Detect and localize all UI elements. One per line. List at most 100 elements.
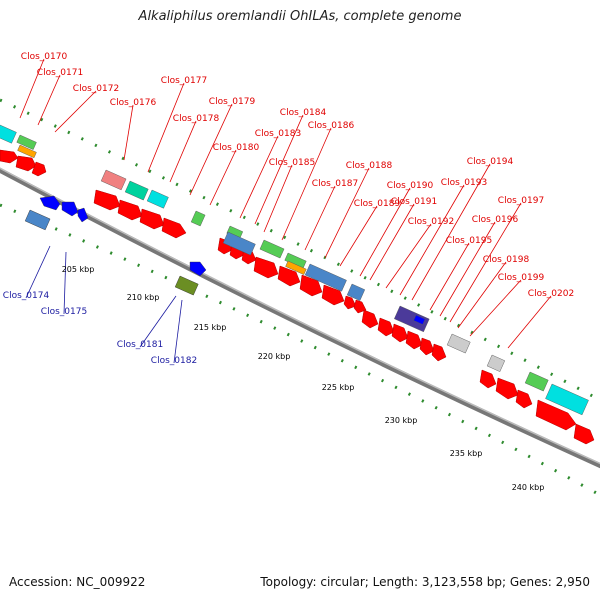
- gene-label: Clos_0175: [41, 307, 87, 317]
- gene-label: Clos_0189: [354, 199, 401, 209]
- cds-arrow: [419, 337, 435, 356]
- cds-arrow: [277, 265, 301, 287]
- gene-label: Clos_0174: [3, 291, 50, 301]
- label-leader-line: [209, 149, 237, 206]
- gene-label: Clos_0179: [209, 97, 256, 107]
- gene-label: Clos_0182: [151, 356, 197, 366]
- gene-label: Clos_0195: [446, 236, 492, 246]
- cds-arrow-reverse: [39, 195, 61, 211]
- gene-label: Clos_0170: [21, 52, 68, 62]
- feature-box: [446, 333, 471, 354]
- cds-arrow: [343, 295, 357, 310]
- feature-box: [174, 275, 199, 296]
- label-leader-line: [189, 103, 233, 196]
- reverse-feature-track: [24, 195, 207, 296]
- cds-arrow: [479, 369, 497, 389]
- cds-arrow: [321, 284, 345, 306]
- feature-box: [304, 263, 347, 292]
- cds-arrow-reverse: [77, 207, 89, 223]
- gene-label: Clos_0186: [308, 121, 355, 131]
- kbp-tick-label: 235 kbp: [450, 449, 483, 458]
- feature-box: [16, 134, 37, 150]
- feature-box: [394, 305, 430, 333]
- feature-box: [190, 210, 206, 227]
- cds-arrow: [535, 399, 577, 431]
- label-leader-line: [449, 202, 522, 323]
- gene-label: Clos_0171: [37, 68, 83, 78]
- feature-box: [259, 239, 285, 259]
- cds-arrow-reverse: [189, 261, 207, 277]
- genome-stats-text: Topology: circular; Length: 3,123,558 bp…: [260, 575, 590, 589]
- gene-label: Clos_0193: [441, 178, 487, 188]
- kbp-tick-label: 225 kbp: [322, 383, 355, 392]
- gene-label: Clos_0191: [391, 197, 437, 207]
- label-leader-line: [19, 58, 45, 119]
- label-leader-line: [411, 163, 491, 301]
- gene-label: Clos_0187: [312, 179, 358, 189]
- cds-arrow: [253, 256, 279, 279]
- gene-label: Clos_0197: [498, 196, 544, 206]
- gene-label: Clos_0196: [472, 215, 519, 225]
- label-leader-line: [385, 223, 432, 289]
- feature-box: [17, 144, 37, 159]
- cds-arrow: [377, 317, 395, 337]
- gene-label: Clos_0183: [255, 129, 301, 139]
- inner-tick-track: [0, 203, 600, 497]
- cds-arrow: [515, 389, 533, 409]
- gene-label: Clos_0194: [467, 157, 514, 167]
- forward-feature-track: [0, 124, 589, 416]
- cds-arrow: [431, 343, 447, 362]
- cds-arrow: [31, 161, 47, 177]
- label-leader-line: [457, 261, 507, 329]
- gene-label: Clos_0184: [280, 108, 327, 118]
- cds-arrow: [361, 309, 379, 329]
- label-leader-line: [263, 164, 293, 233]
- feature-box: [24, 209, 51, 231]
- feature-box: [524, 371, 549, 392]
- map-title: Alkaliphilus oremlandii OhILAs, complete…: [138, 9, 462, 24]
- feature-box: [222, 231, 256, 256]
- label-leader-line: [254, 114, 304, 225]
- kbp-tick-label: 240 kbp: [512, 483, 545, 492]
- gene-label: Clos_0172: [73, 84, 119, 94]
- gene-label: Clos_0178: [173, 114, 220, 124]
- label-leader-line: [281, 127, 332, 241]
- kbp-tick-label: 210 kbp: [127, 293, 160, 302]
- label-leader-line: [507, 295, 552, 349]
- gene-label: Clos_0198: [483, 255, 530, 265]
- cds-arrow: [391, 323, 409, 343]
- cds-arrow: [15, 155, 37, 172]
- label-leader-line: [469, 279, 522, 337]
- label-leader-line: [123, 104, 134, 161]
- gene-label: Clos_0181: [117, 340, 163, 350]
- cds-arrow: [117, 199, 143, 221]
- label-leader-line: [139, 295, 177, 348]
- cds-arrow: [573, 423, 595, 445]
- cds-arrow: [0, 149, 19, 164]
- cds-arrow: [93, 189, 121, 211]
- feature-box: [146, 189, 169, 209]
- label-leader-line: [173, 299, 183, 364]
- label-leader-line: [429, 242, 470, 311]
- cds-arrow: [139, 208, 165, 230]
- gene-label: Clos_0188: [346, 161, 393, 171]
- kbp-tick-label: 220 kbp: [258, 352, 291, 361]
- label-leader-line: [399, 184, 465, 296]
- label-leader-line: [37, 74, 61, 126]
- label-leader-line: [324, 167, 370, 259]
- label-leader-line: [239, 135, 279, 219]
- feature-box: [285, 260, 307, 275]
- cds-arrow: [405, 330, 423, 350]
- label-leader-line: [304, 185, 336, 251]
- feature-box: [346, 283, 366, 301]
- gene-label: Clos_0177: [161, 76, 207, 86]
- cds-arrow-reverse: [61, 201, 79, 217]
- kbp-tick-label: 215 kbp: [194, 323, 227, 332]
- genome-backbone: [0, 167, 600, 469]
- gene-label: Clos_0185: [269, 158, 315, 168]
- cds-arrow: [495, 377, 519, 400]
- kbp-tick-label: 230 kbp: [385, 416, 418, 425]
- cds-arrow: [161, 217, 187, 239]
- feature-box: [124, 180, 149, 201]
- gene-label: Clos_0192: [408, 217, 454, 227]
